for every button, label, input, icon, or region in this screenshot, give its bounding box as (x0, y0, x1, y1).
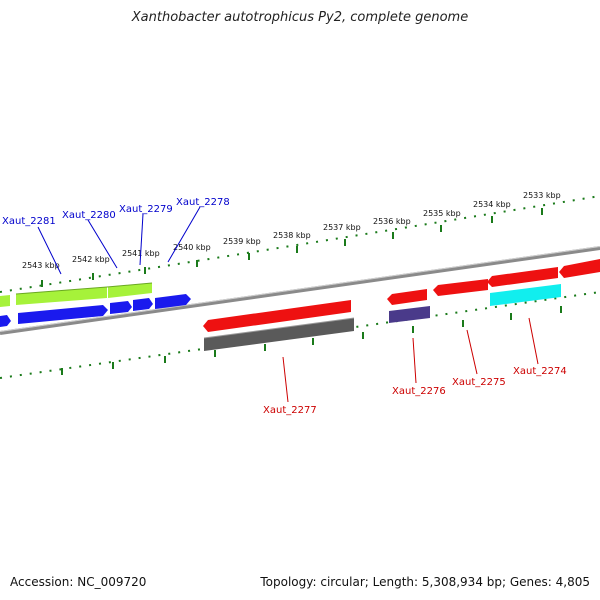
forward-gene-track (0, 294, 191, 327)
reverse-gene-track (203, 259, 600, 332)
gene-label[interactable]: Xaut_2278 (176, 197, 230, 208)
tick-label: 2534 kbp (473, 200, 511, 209)
tick-label: 2536 kbp (373, 217, 411, 226)
gene-label[interactable]: Xaut_2280 (62, 210, 116, 221)
gene-arrow[interactable] (433, 279, 488, 296)
gene-label[interactable]: Xaut_2279 (119, 204, 173, 215)
gene-arrow[interactable] (110, 301, 132, 314)
map-title: Xanthobacter autotrophicus Py2, complete… (131, 10, 469, 25)
gene-block[interactable] (490, 284, 561, 306)
gene-label[interactable]: Xaut_2274 (513, 366, 567, 377)
tick-label: 2542 kbp (72, 255, 110, 264)
gene-block[interactable] (389, 306, 430, 323)
tick-label: 2539 kbp (223, 237, 261, 246)
gene-label[interactable]: Xaut_2277 (263, 405, 317, 416)
gene-label[interactable]: Xaut_2276 (392, 386, 446, 397)
tick-label: 2535 kbp (423, 209, 461, 218)
gene-arrow[interactable] (487, 267, 558, 287)
gene-arrow[interactable] (387, 289, 427, 305)
tick-label: 2540 kbp (173, 243, 211, 252)
gene-arrow[interactable] (18, 305, 108, 324)
tick-label: 2543 kbp (22, 261, 60, 270)
tick-label: 2538 kbp (273, 231, 311, 240)
reverse-cog-track (203, 284, 561, 351)
gene-arrow[interactable] (203, 300, 351, 332)
gene-block[interactable] (0, 295, 10, 307)
tick-label: 2533 kbp (523, 191, 561, 200)
tick-label: 2537 kbp (323, 223, 361, 232)
gene-arrow[interactable] (155, 294, 191, 309)
forward-cog-track (0, 282, 153, 307)
accession-text: Accession: NC_009720 (10, 575, 147, 589)
gene-label[interactable]: Xaut_2275 (452, 377, 506, 388)
genome-backbone (0, 246, 600, 335)
genome-summary: Topology: circular; Length: 5,308,934 bp… (260, 575, 590, 589)
gene-block[interactable] (16, 287, 107, 305)
gene-arrow[interactable] (0, 315, 11, 327)
gene-block[interactable] (204, 318, 354, 351)
gene-arrow[interactable] (559, 259, 600, 278)
gene-block[interactable] (108, 283, 152, 298)
gene-label[interactable]: Xaut_2281 (2, 216, 56, 227)
gene-arrow[interactable] (133, 298, 153, 311)
inner-tick-track (0, 291, 600, 379)
